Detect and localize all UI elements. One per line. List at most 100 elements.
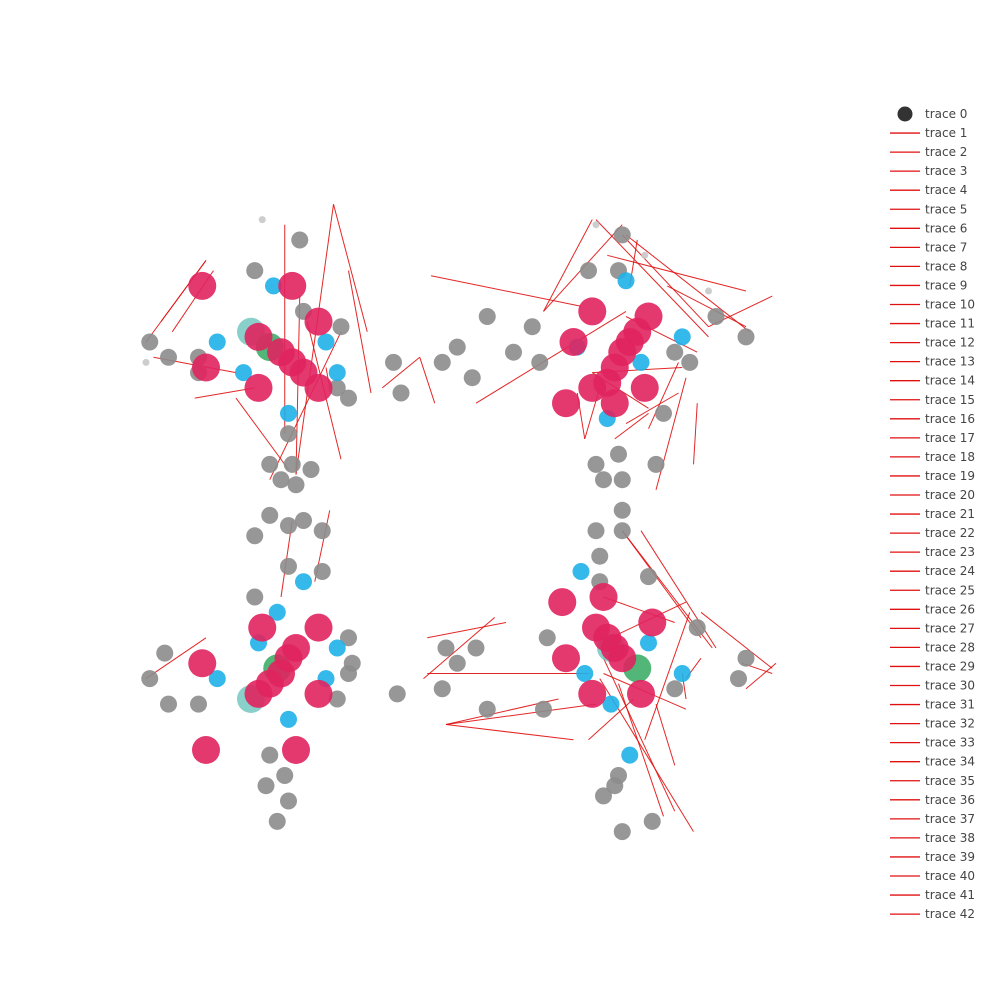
legend-label: trace 13: [925, 355, 975, 369]
node-point-gray: [613, 226, 631, 244]
node-point-gray: [283, 455, 301, 473]
legend-item[interactable]: trace 0: [897, 106, 968, 122]
node-point-gray: [587, 522, 605, 540]
node-point-pink: [304, 613, 333, 642]
legend-item[interactable]: trace 13: [890, 355, 975, 369]
node-point-pink: [552, 389, 580, 418]
plot-area: [141, 204, 777, 841]
legend-item[interactable]: trace 14: [890, 374, 975, 388]
node-point-gray: [340, 389, 357, 407]
legend-item[interactable]: trace 8: [890, 259, 967, 273]
legend-item[interactable]: trace 33: [890, 736, 975, 750]
legend-item[interactable]: trace 40: [890, 869, 975, 883]
legend-item[interactable]: trace 37: [890, 812, 975, 826]
legend-item[interactable]: trace 7: [890, 240, 967, 254]
legend[interactable]: trace 0 trace 1 trace 2 trace 3 trace 4 trace…: [890, 106, 975, 922]
legend-marker-dot: [897, 106, 913, 122]
legend-item[interactable]: trace 41: [890, 888, 975, 902]
node-point-gray: [505, 343, 522, 361]
node-point-gray: [643, 812, 661, 830]
legend-item[interactable]: trace 17: [890, 431, 975, 445]
node-point-blue: [265, 277, 282, 295]
legend-item[interactable]: trace 38: [890, 831, 975, 845]
legend-item[interactable]: trace 18: [890, 450, 975, 464]
legend-label: trace 22: [925, 526, 975, 540]
legend-item[interactable]: trace 6: [890, 221, 967, 235]
node-point-gray: [737, 328, 755, 346]
legend-item[interactable]: trace 29: [890, 659, 975, 673]
node-point-gray: [613, 823, 631, 841]
node-point-gray: [340, 665, 357, 682]
legend-item[interactable]: trace 15: [890, 393, 975, 407]
node-point-gray: [160, 348, 177, 366]
legend-item[interactable]: trace 1: [890, 126, 967, 140]
legend-item[interactable]: trace 28: [890, 640, 975, 654]
legend-item[interactable]: trace 34: [890, 755, 975, 769]
legend-item[interactable]: trace 25: [890, 583, 975, 597]
node-point-light: [641, 251, 649, 259]
legend-label: trace 35: [925, 774, 975, 788]
legend-item[interactable]: trace 42: [890, 907, 975, 921]
node-point-gray: [613, 501, 631, 519]
legend-item[interactable]: trace 36: [890, 793, 975, 807]
legend-label: trace 31: [925, 698, 975, 712]
legend-item[interactable]: trace 21: [890, 507, 975, 521]
node-point-gray: [433, 680, 451, 698]
legend-item[interactable]: trace 5: [890, 202, 967, 216]
node-point-gray: [268, 812, 286, 830]
edge-line: [445, 703, 597, 725]
node-point-blue: [208, 333, 226, 351]
legend-label: trace 39: [925, 850, 975, 864]
node-point-gray: [257, 777, 275, 795]
legend-item[interactable]: trace 11: [890, 317, 975, 331]
legend-label: trace 14: [925, 374, 975, 388]
edge-line: [655, 703, 676, 766]
edge-line: [648, 362, 679, 429]
legend-label: trace 20: [925, 488, 975, 502]
legend-item[interactable]: trace 27: [890, 621, 975, 635]
legend-item[interactable]: trace 12: [890, 336, 975, 350]
legend-item[interactable]: trace 30: [890, 679, 975, 693]
edge-line: [700, 611, 773, 669]
node-point-gray: [280, 557, 297, 575]
node-point-pink: [188, 649, 217, 678]
legend-item[interactable]: trace 22: [890, 526, 975, 540]
node-point-pink: [552, 644, 580, 673]
edge-line: [381, 356, 421, 389]
edge-line: [423, 617, 496, 679]
node-point-gray: [463, 369, 481, 387]
node-point-blue: [208, 670, 226, 688]
edge-line: [603, 657, 676, 812]
legend-item[interactable]: trace 39: [890, 850, 975, 864]
legend-item[interactable]: trace 9: [890, 278, 967, 292]
legend-item[interactable]: trace 4: [890, 183, 967, 197]
legend-label: trace 6: [925, 221, 967, 235]
node-point-gray: [688, 619, 706, 637]
legend-item[interactable]: trace 2: [890, 145, 967, 159]
node-point-gray: [647, 455, 665, 473]
node-point-gray: [246, 588, 264, 606]
node-point-gray: [613, 471, 631, 489]
legend-item[interactable]: trace 3: [890, 164, 967, 178]
node-point-gray: [160, 695, 177, 713]
legend-item[interactable]: trace 26: [890, 602, 975, 616]
legend-item[interactable]: trace 16: [890, 412, 975, 426]
legend-item[interactable]: trace 10: [890, 298, 975, 312]
legend-item[interactable]: trace 31: [890, 698, 975, 712]
legend-item[interactable]: trace 32: [890, 717, 975, 731]
legend-label: trace 3: [925, 164, 967, 178]
node-point-gray: [606, 777, 624, 795]
legend-item[interactable]: trace 23: [890, 545, 975, 559]
legend-label: trace 11: [925, 317, 975, 331]
node-point-blue: [235, 364, 252, 382]
node-point-gray: [478, 700, 496, 718]
legend-item[interactable]: trace 20: [890, 488, 975, 502]
legend-item[interactable]: trace 24: [890, 564, 975, 578]
legend-label: trace 2: [925, 145, 967, 159]
node-point-gray: [730, 670, 747, 688]
node-point-blue: [617, 272, 635, 290]
legend-item[interactable]: trace 19: [890, 469, 975, 483]
legend-item[interactable]: trace 35: [890, 774, 975, 788]
node-point-blue: [632, 353, 650, 371]
node-point-blue: [317, 333, 335, 351]
